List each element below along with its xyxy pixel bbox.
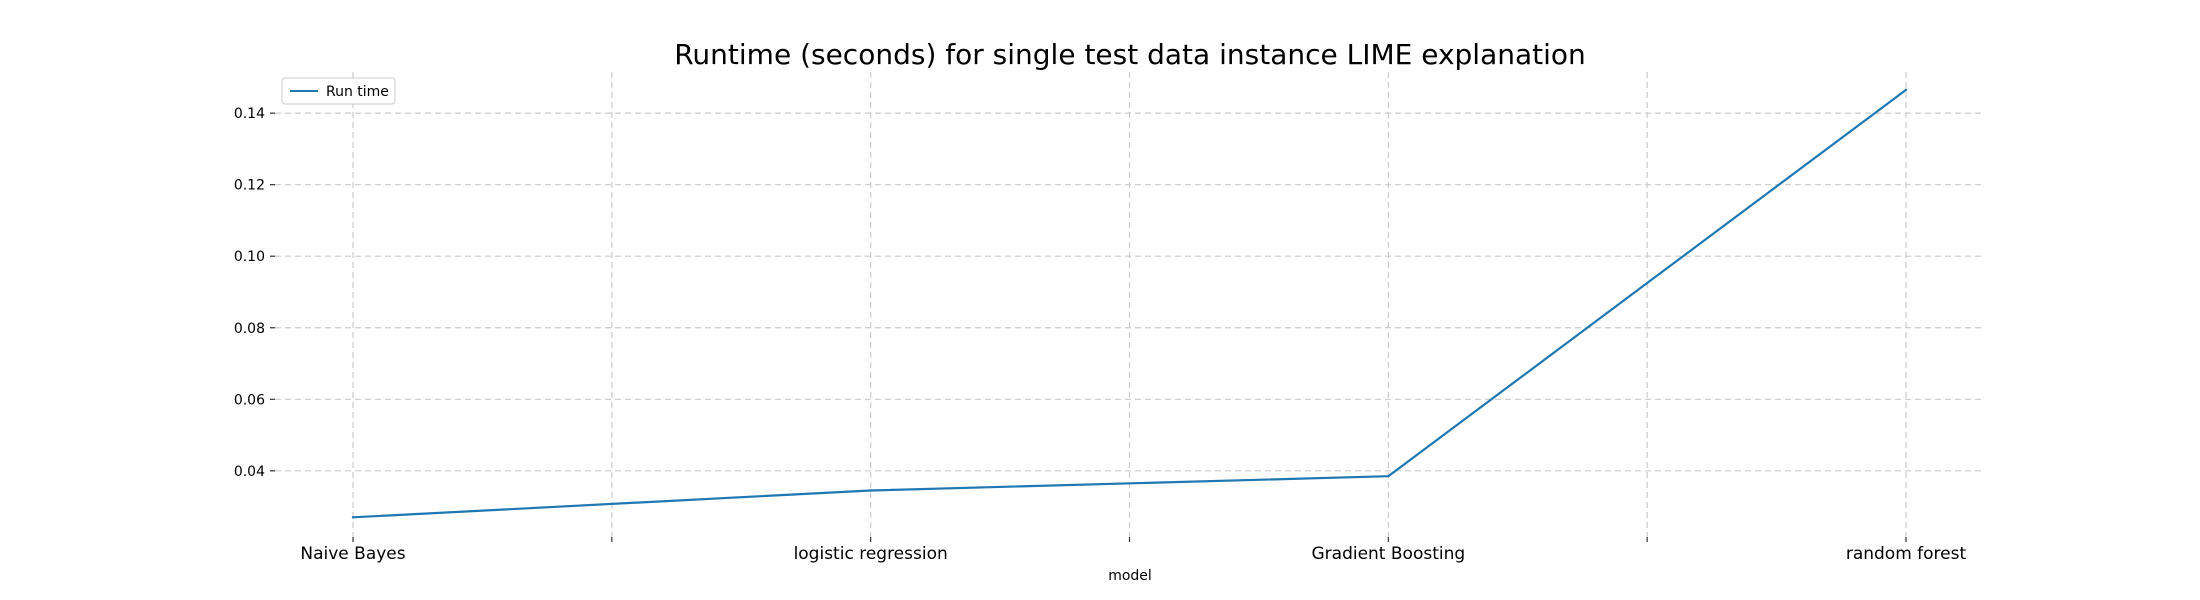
y-axis: 0.04 0.06 0.08 0.10 0.12 0.14: [234, 106, 275, 480]
x-tick-label: Gradient Boosting: [1311, 544, 1465, 564]
series-line-run-time: [352, 89, 1907, 519]
data-point: [1387, 474, 1390, 478]
grid: [275, 72, 1985, 537]
data-point: [351, 516, 355, 519]
y-tick-label: 0.14: [234, 106, 265, 122]
chart-title: Runtime (seconds) for single test data i…: [674, 38, 1586, 71]
y-tick-label: 0.04: [234, 464, 265, 480]
x-tick-label: logistic regression: [794, 544, 948, 564]
y-tick-label: 0.12: [234, 178, 265, 194]
legend-box: [281, 77, 396, 105]
x-tick-label: Naive Bayes: [300, 544, 405, 564]
legend: Run time: [281, 77, 396, 105]
x-tick-label: random forest: [1846, 544, 1967, 564]
legend-label-run-time: Run time: [326, 84, 389, 100]
x-axis-label: model: [1108, 568, 1152, 584]
y-tick-label: 0.06: [234, 392, 265, 408]
data-point: [869, 489, 872, 492]
x-axis: Naive Bayes logistic regression Gradient B…: [300, 537, 1966, 564]
y-tick-label: 0.08: [234, 321, 265, 337]
y-tick-label: 0.10: [234, 249, 265, 265]
data-point: [1904, 88, 1908, 92]
series-layer: [351, 88, 1908, 519]
